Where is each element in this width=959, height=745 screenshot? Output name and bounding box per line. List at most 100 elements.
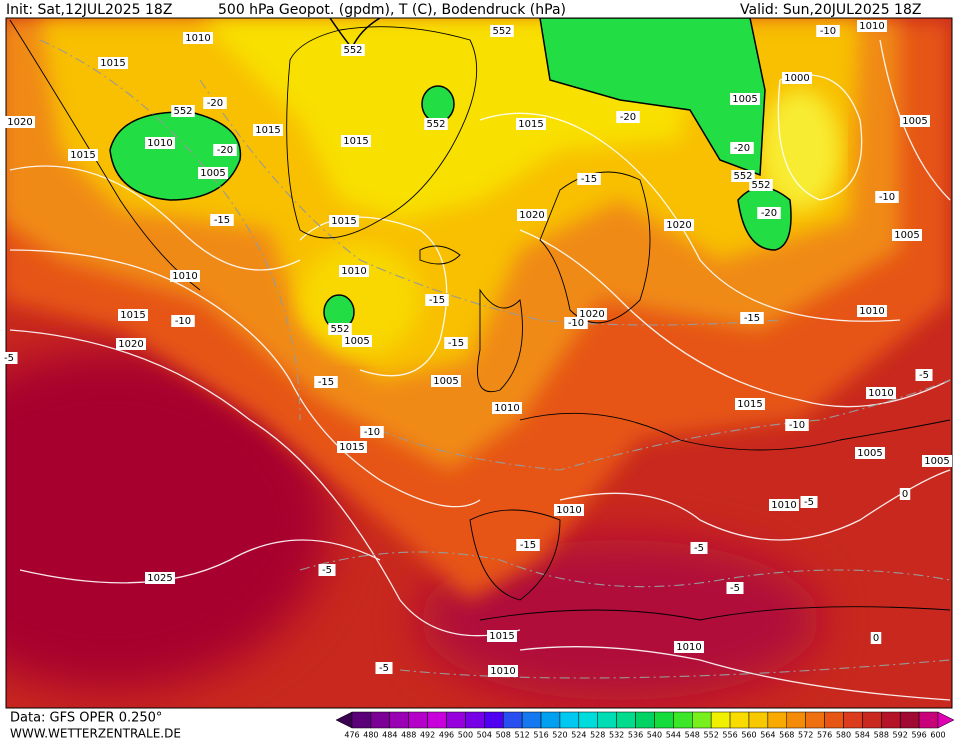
- colorbar-swatch: [824, 711, 844, 729]
- label-box: [318, 564, 336, 576]
- init-time: Init: Sat,12JUL2025 18Z: [6, 2, 172, 18]
- isobar-label: -10: [364, 427, 380, 438]
- colorbar-swatch: [408, 711, 428, 729]
- colorbar-label: 516: [533, 731, 548, 740]
- colorbar-swatch: [805, 711, 825, 729]
- isobar-label: -20: [734, 143, 750, 154]
- label-box: [577, 173, 601, 185]
- isobar-label: -20: [207, 98, 223, 109]
- label-box: [68, 149, 98, 161]
- isobar-label: -20: [620, 112, 636, 123]
- isobar-label: 552: [751, 180, 770, 191]
- label-box: [899, 488, 911, 500]
- colorbar-label: 580: [836, 731, 851, 740]
- isobar-label: -5: [322, 565, 332, 576]
- colorbar-label: 484: [382, 731, 397, 740]
- isobar-label: 1015: [120, 310, 145, 321]
- isobar-label: 552: [492, 26, 511, 37]
- label-box: [731, 170, 755, 182]
- label-box: [785, 419, 809, 431]
- label-box: [870, 632, 882, 644]
- colorbar-label: 508: [496, 731, 511, 740]
- label-box: [488, 665, 518, 677]
- isobar-label: 552: [343, 45, 362, 56]
- isobar-label: 1000: [784, 73, 809, 84]
- colorbar-swatch: [578, 711, 598, 729]
- label-box: [726, 582, 744, 594]
- colorbar-swatch: [654, 711, 674, 729]
- label-box: [757, 207, 781, 219]
- isobar-label: -15: [744, 313, 760, 324]
- colorbar-swatch: [559, 711, 580, 729]
- isobar-label: -20: [217, 145, 233, 156]
- isobar-label: 552: [330, 324, 349, 335]
- isobar-label: 1010: [859, 21, 884, 32]
- isobar-label: 1015: [518, 119, 543, 130]
- label-box: [855, 447, 885, 459]
- label-box: [730, 142, 754, 154]
- label-box: [170, 270, 200, 282]
- isobar-label: 1010: [185, 33, 210, 44]
- label-box: [490, 25, 514, 37]
- colorbar-swatch: [427, 711, 447, 729]
- isobar-labels: 1010 1015 1020 1015 1010 552 -20 -20 1005 -15 1010…: [0, 20, 952, 677]
- colorbar-label: 500: [458, 731, 473, 740]
- isobar-label: 1010: [494, 403, 519, 414]
- isobar-label: 1005: [857, 448, 882, 459]
- colorbar-label: 520: [552, 731, 567, 740]
- label-box: [730, 93, 760, 105]
- colorbar-swatch: [918, 711, 939, 729]
- isobar-label: -15: [520, 540, 536, 551]
- isobar-label: 1020: [7, 117, 32, 128]
- colorbar-swatch: [673, 711, 693, 729]
- label-box: [516, 118, 546, 130]
- colorbar-end-right: [937, 711, 955, 729]
- colorbar-label: 532: [609, 731, 624, 740]
- isobar-label: 1020: [666, 220, 691, 231]
- label-box: [740, 312, 764, 324]
- colorbar-label: 544: [666, 731, 681, 740]
- isobar-label: 1015: [343, 136, 368, 147]
- colorbar-swatch: [692, 711, 712, 729]
- label-box: [360, 426, 384, 438]
- label-box: [337, 441, 367, 453]
- isobar-label: -5: [694, 543, 704, 554]
- colorbar-swatch: [465, 711, 485, 729]
- colorbar-swatch: [862, 711, 882, 729]
- label-box: [253, 124, 283, 136]
- colorbar-label: 488: [401, 731, 416, 740]
- colorbar-label: 548: [685, 731, 700, 740]
- label-box: [116, 338, 146, 350]
- colorbar-label: 596: [911, 731, 926, 740]
- colorbar-label: 568: [779, 731, 794, 740]
- isobar-label: 1010: [868, 388, 893, 399]
- isobar-label: 1015: [737, 399, 762, 410]
- isobar-label: 1020: [579, 309, 604, 320]
- isobar-label: -15: [448, 338, 464, 349]
- isobar-label: 1015: [339, 442, 364, 453]
- label-box: [915, 369, 933, 381]
- isobar-label: 0: [902, 489, 908, 500]
- isobar-label: -15: [429, 295, 445, 306]
- isobar-label: 1010: [556, 505, 581, 516]
- label-box: [857, 20, 887, 32]
- map-title: 500 hPa Geopot. (gpdm), T (C), Bodendruc…: [218, 2, 566, 18]
- label-box: [816, 25, 840, 37]
- isobar-label: -10: [175, 316, 191, 327]
- colorbar-swatch: [521, 711, 542, 729]
- map-field: [6, 18, 952, 708]
- isobar-label: 1010: [172, 271, 197, 282]
- label-box: [0, 352, 18, 364]
- label-box: [492, 402, 522, 414]
- label-box: [554, 504, 584, 516]
- isobar-label: 1015: [70, 150, 95, 161]
- label-box: [800, 496, 818, 508]
- label-box: [735, 398, 765, 410]
- isobar-label: -10: [879, 192, 895, 203]
- isobar-label: -5: [730, 583, 740, 594]
- label-box: [866, 387, 896, 399]
- label-box: [213, 144, 237, 156]
- colorbar: 476 480 484 488 492 496 500 504 508 512 516 520 524 5…: [335, 711, 955, 740]
- label-box: [517, 209, 547, 221]
- isobar-label: -10: [789, 420, 805, 431]
